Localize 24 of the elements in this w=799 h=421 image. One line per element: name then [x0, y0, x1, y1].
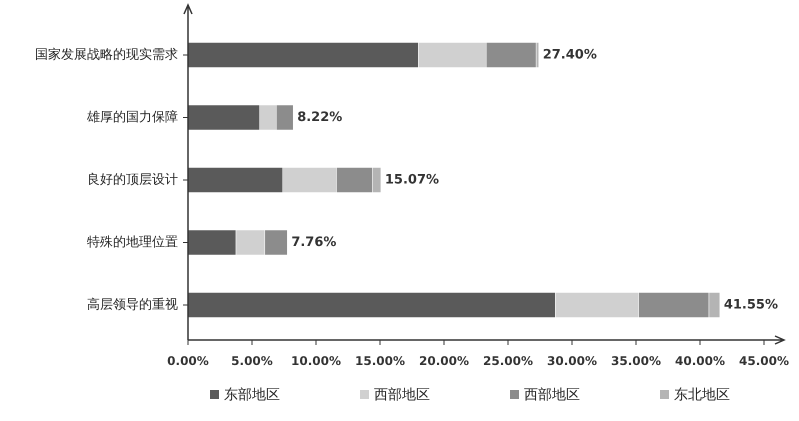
legend-label: 东北地区 — [674, 387, 730, 403]
x-tick-label: 45.00% — [739, 354, 789, 368]
x-tick-label: 0.00% — [167, 354, 209, 368]
legend-label: 西部地区 — [524, 387, 580, 403]
total-label: 8.22% — [297, 110, 342, 125]
y-tick-label: 特殊的地理位置 — [87, 235, 178, 250]
x-tick-label: 40.00% — [675, 354, 725, 368]
x-tick-label: 25.00% — [483, 354, 533, 368]
legend-label: 西部地区 — [374, 387, 430, 403]
x-tick-label: 5.00% — [231, 354, 273, 368]
y-tick-label: 良好的顶层设计 — [87, 172, 178, 188]
total-label: 27.40% — [542, 48, 597, 62]
x-tick-label: 35.00% — [611, 354, 661, 368]
total-label: 41.55% — [724, 298, 778, 312]
y-tick-label: 雄厚的国力保障 — [86, 110, 178, 125]
y-tick-label: 国家发展战略的现实需求 — [35, 46, 178, 62]
x-tick-label: 15.00% — [355, 354, 405, 368]
x-tick-label: 30.00% — [547, 354, 597, 368]
y-tick-label: 高层领导的重视 — [87, 296, 178, 312]
x-tick-label: 20.00% — [419, 354, 469, 368]
total-label: 7.76% — [291, 235, 336, 250]
legend-label: 东部地区 — [224, 387, 280, 403]
total-label: 15.07% — [384, 172, 440, 188]
x-tick-label: 10.00% — [291, 354, 341, 368]
